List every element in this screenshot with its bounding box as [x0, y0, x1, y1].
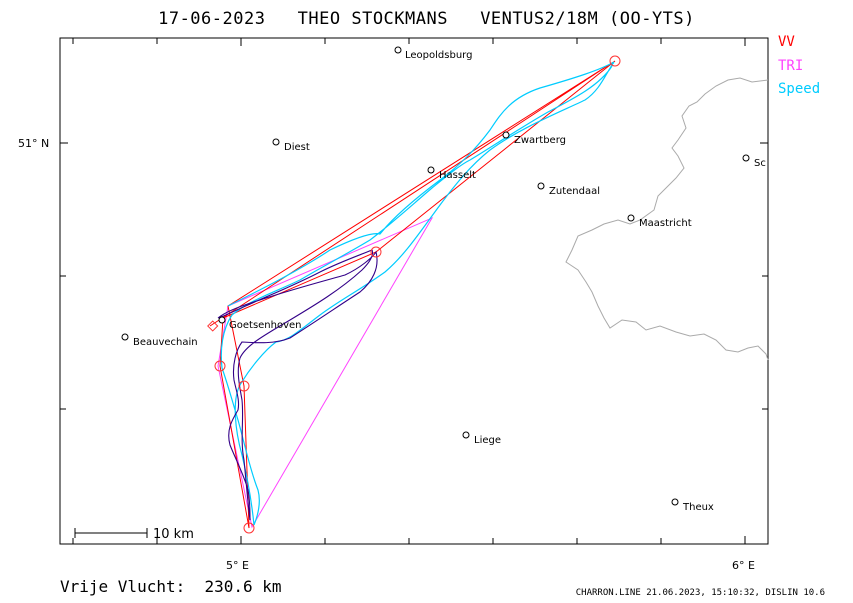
place-leopoldsburg: Leopoldsburg [405, 50, 472, 61]
map-title: 17-06-2023 THEO STOCKMANS VENTUS2/18M (O… [0, 9, 853, 29]
place-goetsenhoven: Goetsenhoven [229, 320, 302, 331]
lon-tick-label-6e: 6° E [732, 559, 755, 572]
title-date: 17-06-2023 [158, 9, 266, 29]
tri-task-line [217, 216, 434, 529]
place-zwartberg: Zwartberg [514, 135, 566, 146]
place-diest: Diest [284, 142, 310, 153]
place-beauvechain: Beauvechain [133, 337, 198, 348]
scale-bar-label: 10 km [153, 527, 194, 542]
left-ticks [60, 142, 68, 410]
lon-tick-label-5e: 5° E [226, 559, 249, 572]
title-pilot: THEO STOCKMANS [297, 9, 448, 29]
footer-info: CHARRON.LINE 21.06.2023, 15:10:32, DISLI… [575, 588, 825, 598]
place-liege: Liege [474, 435, 501, 446]
map-frame [59, 37, 769, 545]
right-ticks [760, 142, 768, 410]
bottom-ticks [72, 536, 746, 544]
turnpoints [207, 55, 621, 534]
scale-bar [74, 528, 148, 538]
free-flight-distance: Vrije Vlucht: 230.6 km [60, 577, 282, 596]
place-theux: Theux [682, 502, 714, 513]
place-hasselt: Hasselt [439, 170, 476, 181]
place-maastricht: Maastricht [639, 218, 692, 229]
title-glider: VENTUS2/18M (OO-YTS) [480, 9, 695, 29]
flight-track-fast [220, 61, 615, 526]
legend-speed: Speed [778, 81, 821, 97]
lat-tick-label: 51° N [18, 137, 49, 150]
vv-task-line [209, 60, 616, 529]
place-markers [121, 46, 750, 506]
legend-vv: VV [778, 34, 795, 50]
legend-tri: TRI [778, 58, 804, 74]
country-border [565, 77, 769, 361]
top-ticks [72, 38, 746, 46]
place-zutendaal: Zutendaal [549, 186, 600, 197]
place-sc: Sc [754, 158, 766, 169]
